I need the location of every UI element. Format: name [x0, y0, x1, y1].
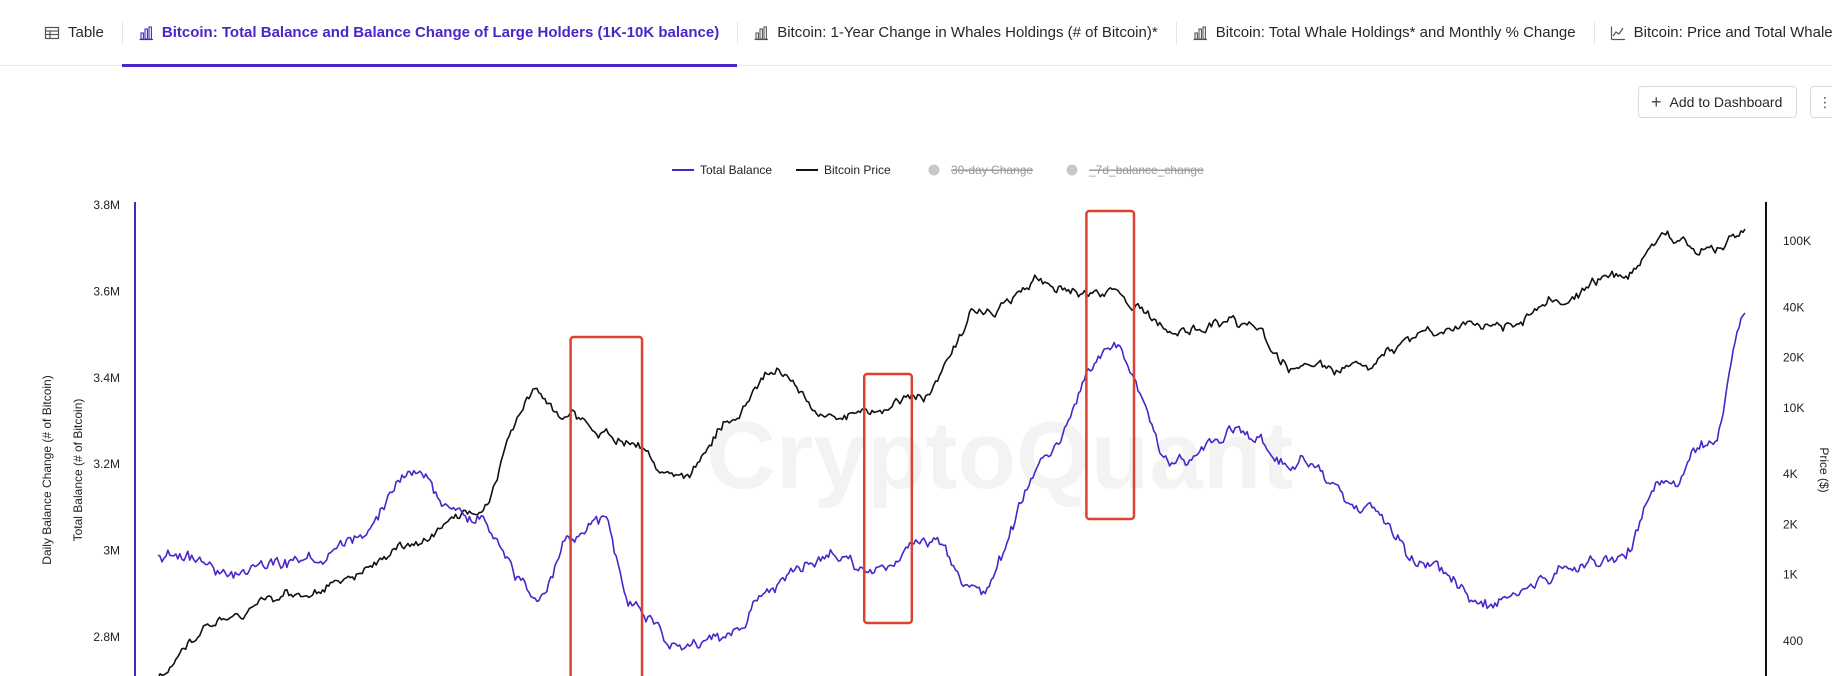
tab-label: Bitcoin: Price and Total Whale Holdings [1633, 24, 1832, 41]
highlight-box-1 [862, 372, 914, 625]
legend-item-0[interactable]: Total Balance [672, 163, 772, 177]
add-to-dashboard-button[interactable]: + Add to Dashboard [1638, 86, 1798, 118]
left-tick-label: 3.2M [93, 457, 120, 471]
tab-4[interactable]: Bitcoin: Price and Total Whale Holdings [1593, 0, 1832, 66]
right-tick-label: 4K [1783, 467, 1798, 481]
highlight-box-0 [569, 335, 644, 676]
left-tick-label: 3M [103, 544, 120, 558]
line-chart-icon [1610, 25, 1626, 41]
legend-item-1[interactable]: Bitcoin Price [796, 163, 891, 177]
right-axis-title: Price ($) [1817, 447, 1831, 492]
chart-legend: Total Balance Bitcoin Price 30-day Change _… [672, 163, 1204, 177]
highlight-box-2 [1085, 209, 1136, 521]
right-tick-label: 20K [1783, 351, 1804, 365]
legend-label: Total Balance [700, 163, 772, 177]
series-line-bitcoin-price [158, 228, 1746, 676]
tab-label: Bitcoin: 1-Year Change in Whales Holding… [777, 24, 1158, 41]
legend-dot-swatch [1066, 164, 1078, 176]
watermark: CryptoQuant [707, 402, 1294, 509]
left-tick-label: 2.8M [93, 630, 120, 644]
bar-chart-icon [1192, 25, 1208, 41]
chart-series [157, 228, 1746, 676]
bar-chart-icon [138, 25, 154, 41]
tab-label: Bitcoin: Total Balance and Balance Chang… [161, 24, 720, 41]
right-tick-label: 40K [1783, 300, 1804, 314]
plus-icon: + [1651, 92, 1662, 112]
tab-label: Bitcoin: Total Whale Holdings* and Month… [1215, 24, 1576, 41]
more-icon: ⋮ [1818, 93, 1832, 110]
right-tick-label: 400 [1783, 634, 1803, 648]
tab-1[interactable]: Bitcoin: Total Balance and Balance Chang… [121, 0, 738, 67]
right-tick-label: 10K [1783, 401, 1804, 415]
right-tick-label: 2K [1783, 517, 1798, 531]
tab-label: Table [68, 24, 104, 41]
right-tick-label: 100K [1783, 234, 1811, 248]
series-line-total-balance [157, 312, 1746, 651]
legend-item-3[interactable]: _7d_balance_change [1066, 163, 1205, 177]
legend-label: Bitcoin Price [824, 163, 891, 177]
legend-dot-swatch [928, 164, 940, 176]
more-options-button[interactable]: ⋮ [1810, 86, 1832, 118]
legend-item-2[interactable]: 30-day Change [928, 163, 1034, 177]
chart-highlights [569, 209, 1136, 676]
left-tick-label: 3.6M [93, 284, 120, 298]
right-tick-label: 1K [1783, 568, 1798, 582]
chart-axes: 3.8M 3.6M 3.4M 3.2M 3M 2.8M 100K 40K 20K 10K 4K 2K 1… [40, 198, 1831, 676]
tab-bar: Table Bitcoin: Total Balance and Balance … [0, 0, 1832, 67]
left-axis-title-outer: Daily Balance Change (# of Bitcoin) [40, 375, 54, 564]
tab-2[interactable]: Bitcoin: 1-Year Change in Whales Holding… [737, 0, 1175, 66]
add-to-dashboard-label: Add to Dashboard [1669, 94, 1783, 110]
left-axis-title-inner: Total Balance (# of Bitcoin) [71, 399, 85, 542]
left-tick-label: 3.4M [93, 371, 120, 385]
left-tick-label: 3.8M [93, 198, 120, 212]
table-icon [44, 25, 60, 41]
bar-chart-icon [753, 25, 769, 41]
tab-0[interactable]: Table [28, 0, 122, 66]
tab-3[interactable]: Bitcoin: Total Whale Holdings* and Month… [1175, 0, 1594, 66]
